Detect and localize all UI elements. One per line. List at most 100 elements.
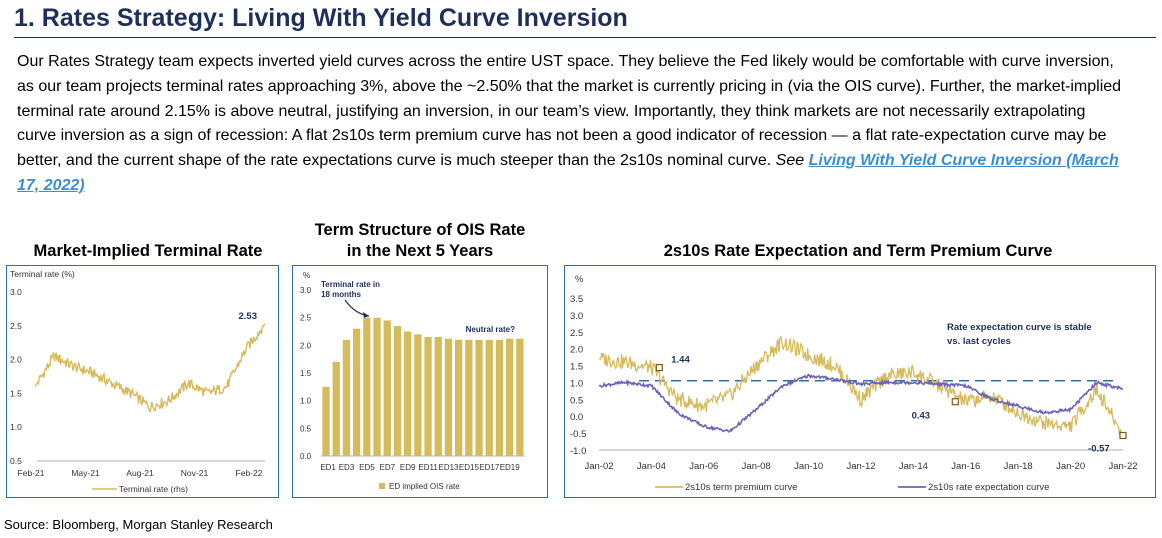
chart2-bar <box>424 337 432 456</box>
chart1-ytick: 2.5 <box>10 321 22 331</box>
chart1-ylabel: Terminal rate (%) <box>10 269 75 279</box>
chart1-ytick: 1.0 <box>10 422 22 432</box>
chart2-xtick: ED19 <box>500 463 521 472</box>
chart1-title: Market-Implied Terminal Rate <box>33 242 263 260</box>
chart3-xtick: Jan-08 <box>742 461 771 472</box>
chart3-annotation-0-43: 0.43 <box>912 411 931 422</box>
chart3-ytick: 2.5 <box>570 328 583 339</box>
chart2-legend-label: ED implied OIS rate <box>389 482 460 491</box>
chart2-bar <box>434 337 442 456</box>
chart3-ylabel: % <box>575 274 584 285</box>
chart2-bar <box>322 386 330 456</box>
chart2-xtick: ED7 <box>380 463 396 472</box>
chart1-xtick: Aug-21 <box>126 468 154 478</box>
chart2-title-line2: in the Next 5 Years <box>346 242 494 260</box>
chart3-annotation-neg-0-57: -0.57 <box>1088 443 1110 454</box>
source-note: Source: Bloomberg, Morgan Stanley Resear… <box>4 517 273 532</box>
chart2-bar <box>383 320 391 456</box>
chart3-xtick: Jan-14 <box>899 461 928 472</box>
chart2-panel: % 3.0 2.5 2.0 1.5 1.0 0.5 0.0 ED1 ED3 ED5 ED7 ED9 ED1… <box>292 265 548 498</box>
chart2-annotation-terminal-2: 18 months <box>321 290 362 299</box>
chart3-ytick: -1.0 <box>570 446 586 457</box>
chart2-bar <box>414 334 422 456</box>
chart3-ytick: 3.5 <box>570 294 583 305</box>
chart1-ytick: 1.5 <box>10 388 22 398</box>
chart3-ytick: 0.5 <box>570 395 583 406</box>
chart3-xtick: Jan-02 <box>584 461 613 472</box>
chart3-xtick: Jan-04 <box>637 461 666 472</box>
chart3-series-term-premium <box>598 335 1124 436</box>
chart1-series-line <box>34 323 266 414</box>
chart3-xtick: Jan-16 <box>951 461 980 472</box>
chart3-annotation-1-44: 1.44 <box>671 355 690 366</box>
chart2-ytick: 0.0 <box>300 452 312 461</box>
chart2-bar <box>342 339 351 456</box>
chart1-xtick: Nov-21 <box>181 468 209 478</box>
chart2-xtick: ED5 <box>359 463 375 472</box>
chart2-ylabel: % <box>303 271 310 280</box>
chart1-legend-label: Terminal rate (rhs) <box>119 484 188 494</box>
chart1-xtick: Feb-21 <box>18 468 45 478</box>
chart2-xtick: ED17 <box>479 463 500 472</box>
chart2-xtick: ED9 <box>400 463 416 472</box>
chart3-marker <box>1119 431 1127 440</box>
chart3-ytick: 1.0 <box>570 378 583 389</box>
chart2-xtick: ED1 <box>320 463 336 472</box>
chart2-ytick: 3.0 <box>300 286 312 295</box>
chart3-xtick: Jan-12 <box>846 461 875 472</box>
chart3-legend-label-expect: 2s10s rate expectation curve <box>928 482 1049 493</box>
chart3-xtick: Jan-18 <box>1004 461 1033 472</box>
chart2-title-line1: Term Structure of OIS Rate <box>314 221 526 239</box>
page-title: 1. Rates Strategy: Living With Yield Cur… <box>14 4 628 32</box>
chart3-xtick: Jan-22 <box>1108 461 1137 472</box>
chart2-annotation-terminal-1: Terminal rate in <box>321 280 380 289</box>
chart2-xtick: ED3 <box>339 463 355 472</box>
chart3-ytick: 3.0 <box>570 311 583 322</box>
chart3-ytick: 1.5 <box>570 362 583 373</box>
chart1-ytick: 2.0 <box>10 355 22 365</box>
chart2-ytick: 1.0 <box>300 397 312 406</box>
chart2-bar <box>455 339 463 456</box>
chart1-xtick: May-21 <box>71 468 100 478</box>
chart2-ytick: 2.0 <box>300 341 312 350</box>
chart1-annotation: 2.53 <box>239 311 258 322</box>
chart3-title: 2s10s Rate Expectation and Term Premium … <box>663 242 1053 260</box>
chart2-bar <box>393 326 402 456</box>
chart3-annotation-note-1: Rate expectation curve is stable <box>947 322 1092 333</box>
chart1-ytick: 3.0 <box>10 287 22 297</box>
chart3-legend-label-term: 2s10s term premium curve <box>685 482 797 493</box>
chart2-bar <box>506 338 514 456</box>
chart2-legend-swatch <box>379 483 385 489</box>
chart2-ytick: 1.5 <box>300 369 312 378</box>
body-paragraph: Our Rates Strategy team expects inverted… <box>17 50 1127 199</box>
chart3-xtick: Jan-06 <box>689 461 718 472</box>
chart2-annotation-neutral: Neutral rate? <box>466 325 515 334</box>
chart2-bar <box>332 361 340 456</box>
body-text-main: Our Rates Strategy team expects inverted… <box>17 53 1122 170</box>
chart3-annotation-note-2: vs. last cycles <box>947 336 1011 347</box>
chart2-bar <box>353 328 361 456</box>
chart2-bar <box>485 339 493 456</box>
chart3-series-rate-expectation <box>598 373 1124 433</box>
chart2-bar <box>363 317 371 456</box>
chart3-xtick: Jan-10 <box>794 461 823 472</box>
chart3-svg: % 3.5 3.0 2.5 2.0 1.5 1.0 0.5 0.0 -0.5 -1.0 Jan-02 J… <box>570 274 1138 493</box>
chart1-ytick: 0.5 <box>10 456 22 466</box>
chart2-xtick: ED13 <box>438 463 459 472</box>
chart2-bar <box>373 317 381 456</box>
chart2-annotation-arrowhead <box>363 312 369 318</box>
chart2-bar <box>404 331 412 456</box>
chart2-xtick: ED15 <box>459 463 480 472</box>
chart2-ytick: 0.5 <box>300 424 312 433</box>
chart1-svg: Terminal rate (%) 3.0 2.5 2.0 1.5 1.0 0.5 Feb-2… <box>10 269 266 494</box>
see-label: See <box>775 152 805 170</box>
chart2-bar <box>495 339 504 456</box>
chart3-marker <box>951 398 959 406</box>
chart2-bar <box>444 338 453 456</box>
chart3-xtick: Jan-20 <box>1056 461 1085 472</box>
chart2-bar <box>516 338 524 456</box>
report-link[interactable]: Living With Yield Curve Inversion (March… <box>17 152 1119 194</box>
chart3-ytick: 2.0 <box>570 345 583 356</box>
chart1-panel: Terminal rate (%) 3.0 2.5 2.0 1.5 1.0 0.5 Feb-2… <box>6 265 279 498</box>
